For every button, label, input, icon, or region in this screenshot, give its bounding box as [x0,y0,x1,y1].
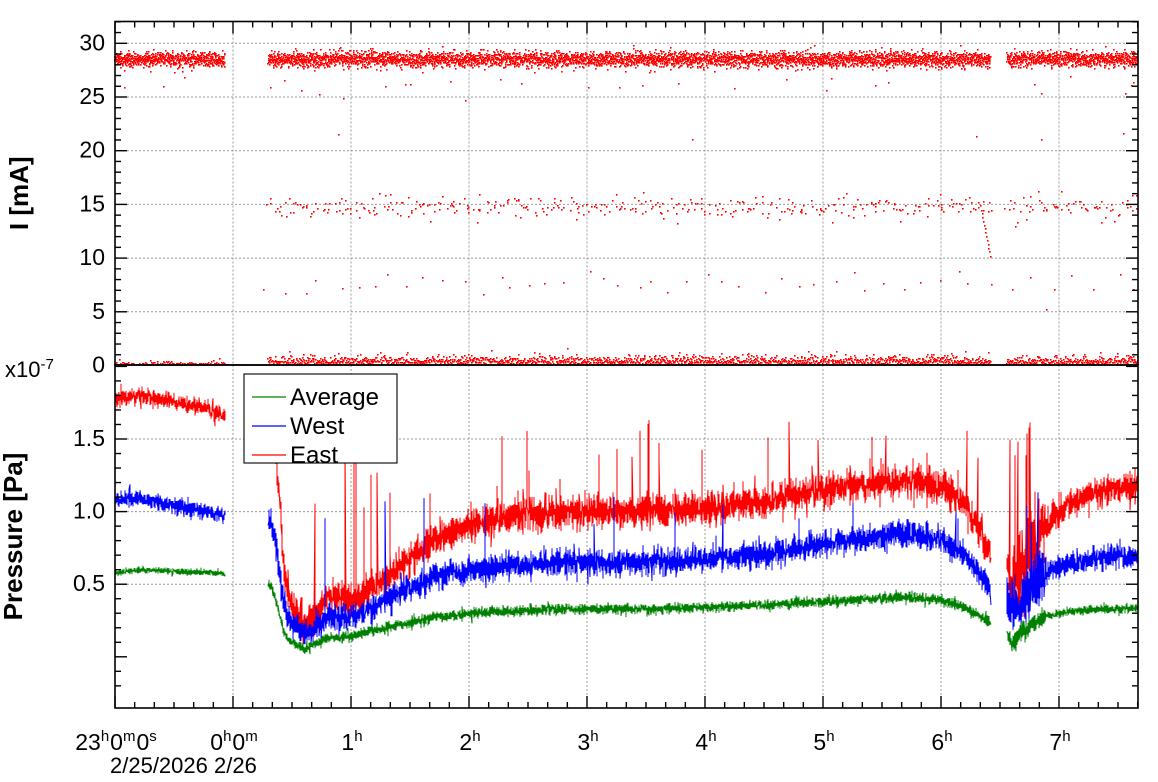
svg-text:2/25/2026 2/26: 2/25/2026 2/26 [110,753,257,778]
svg-text:West: West [290,413,345,440]
svg-text:East: East [290,442,338,469]
svg-text:4h: 4h [695,728,716,755]
svg-text:Average: Average [290,384,379,411]
svg-text:20: 20 [79,137,105,163]
svg-text:7h: 7h [1049,728,1070,755]
svg-text:5h: 5h [813,728,834,755]
svg-text:10: 10 [79,244,105,270]
svg-text:I [mA]: I [mA] [4,156,34,230]
svg-text:2h: 2h [459,728,480,755]
svg-text:5: 5 [92,298,105,324]
svg-text:1h: 1h [341,728,362,755]
svg-text:0: 0 [92,352,105,378]
svg-text:0h0m: 0h0m [210,728,257,755]
svg-text:0.5: 0.5 [73,570,105,596]
svg-text:15: 15 [79,190,105,216]
svg-text:1.0: 1.0 [73,498,105,524]
svg-text:1.5: 1.5 [73,425,105,451]
svg-text:3h: 3h [577,728,598,755]
svg-text:30: 30 [79,29,105,55]
svg-text:23h0m0s: 23h0m0s [75,728,157,755]
svg-text:Pressure [Pa]: Pressure [Pa] [0,453,28,621]
svg-text:25: 25 [79,83,105,109]
svg-text:6h: 6h [931,728,952,755]
svg-text:x10-7: x10-7 [5,356,54,382]
